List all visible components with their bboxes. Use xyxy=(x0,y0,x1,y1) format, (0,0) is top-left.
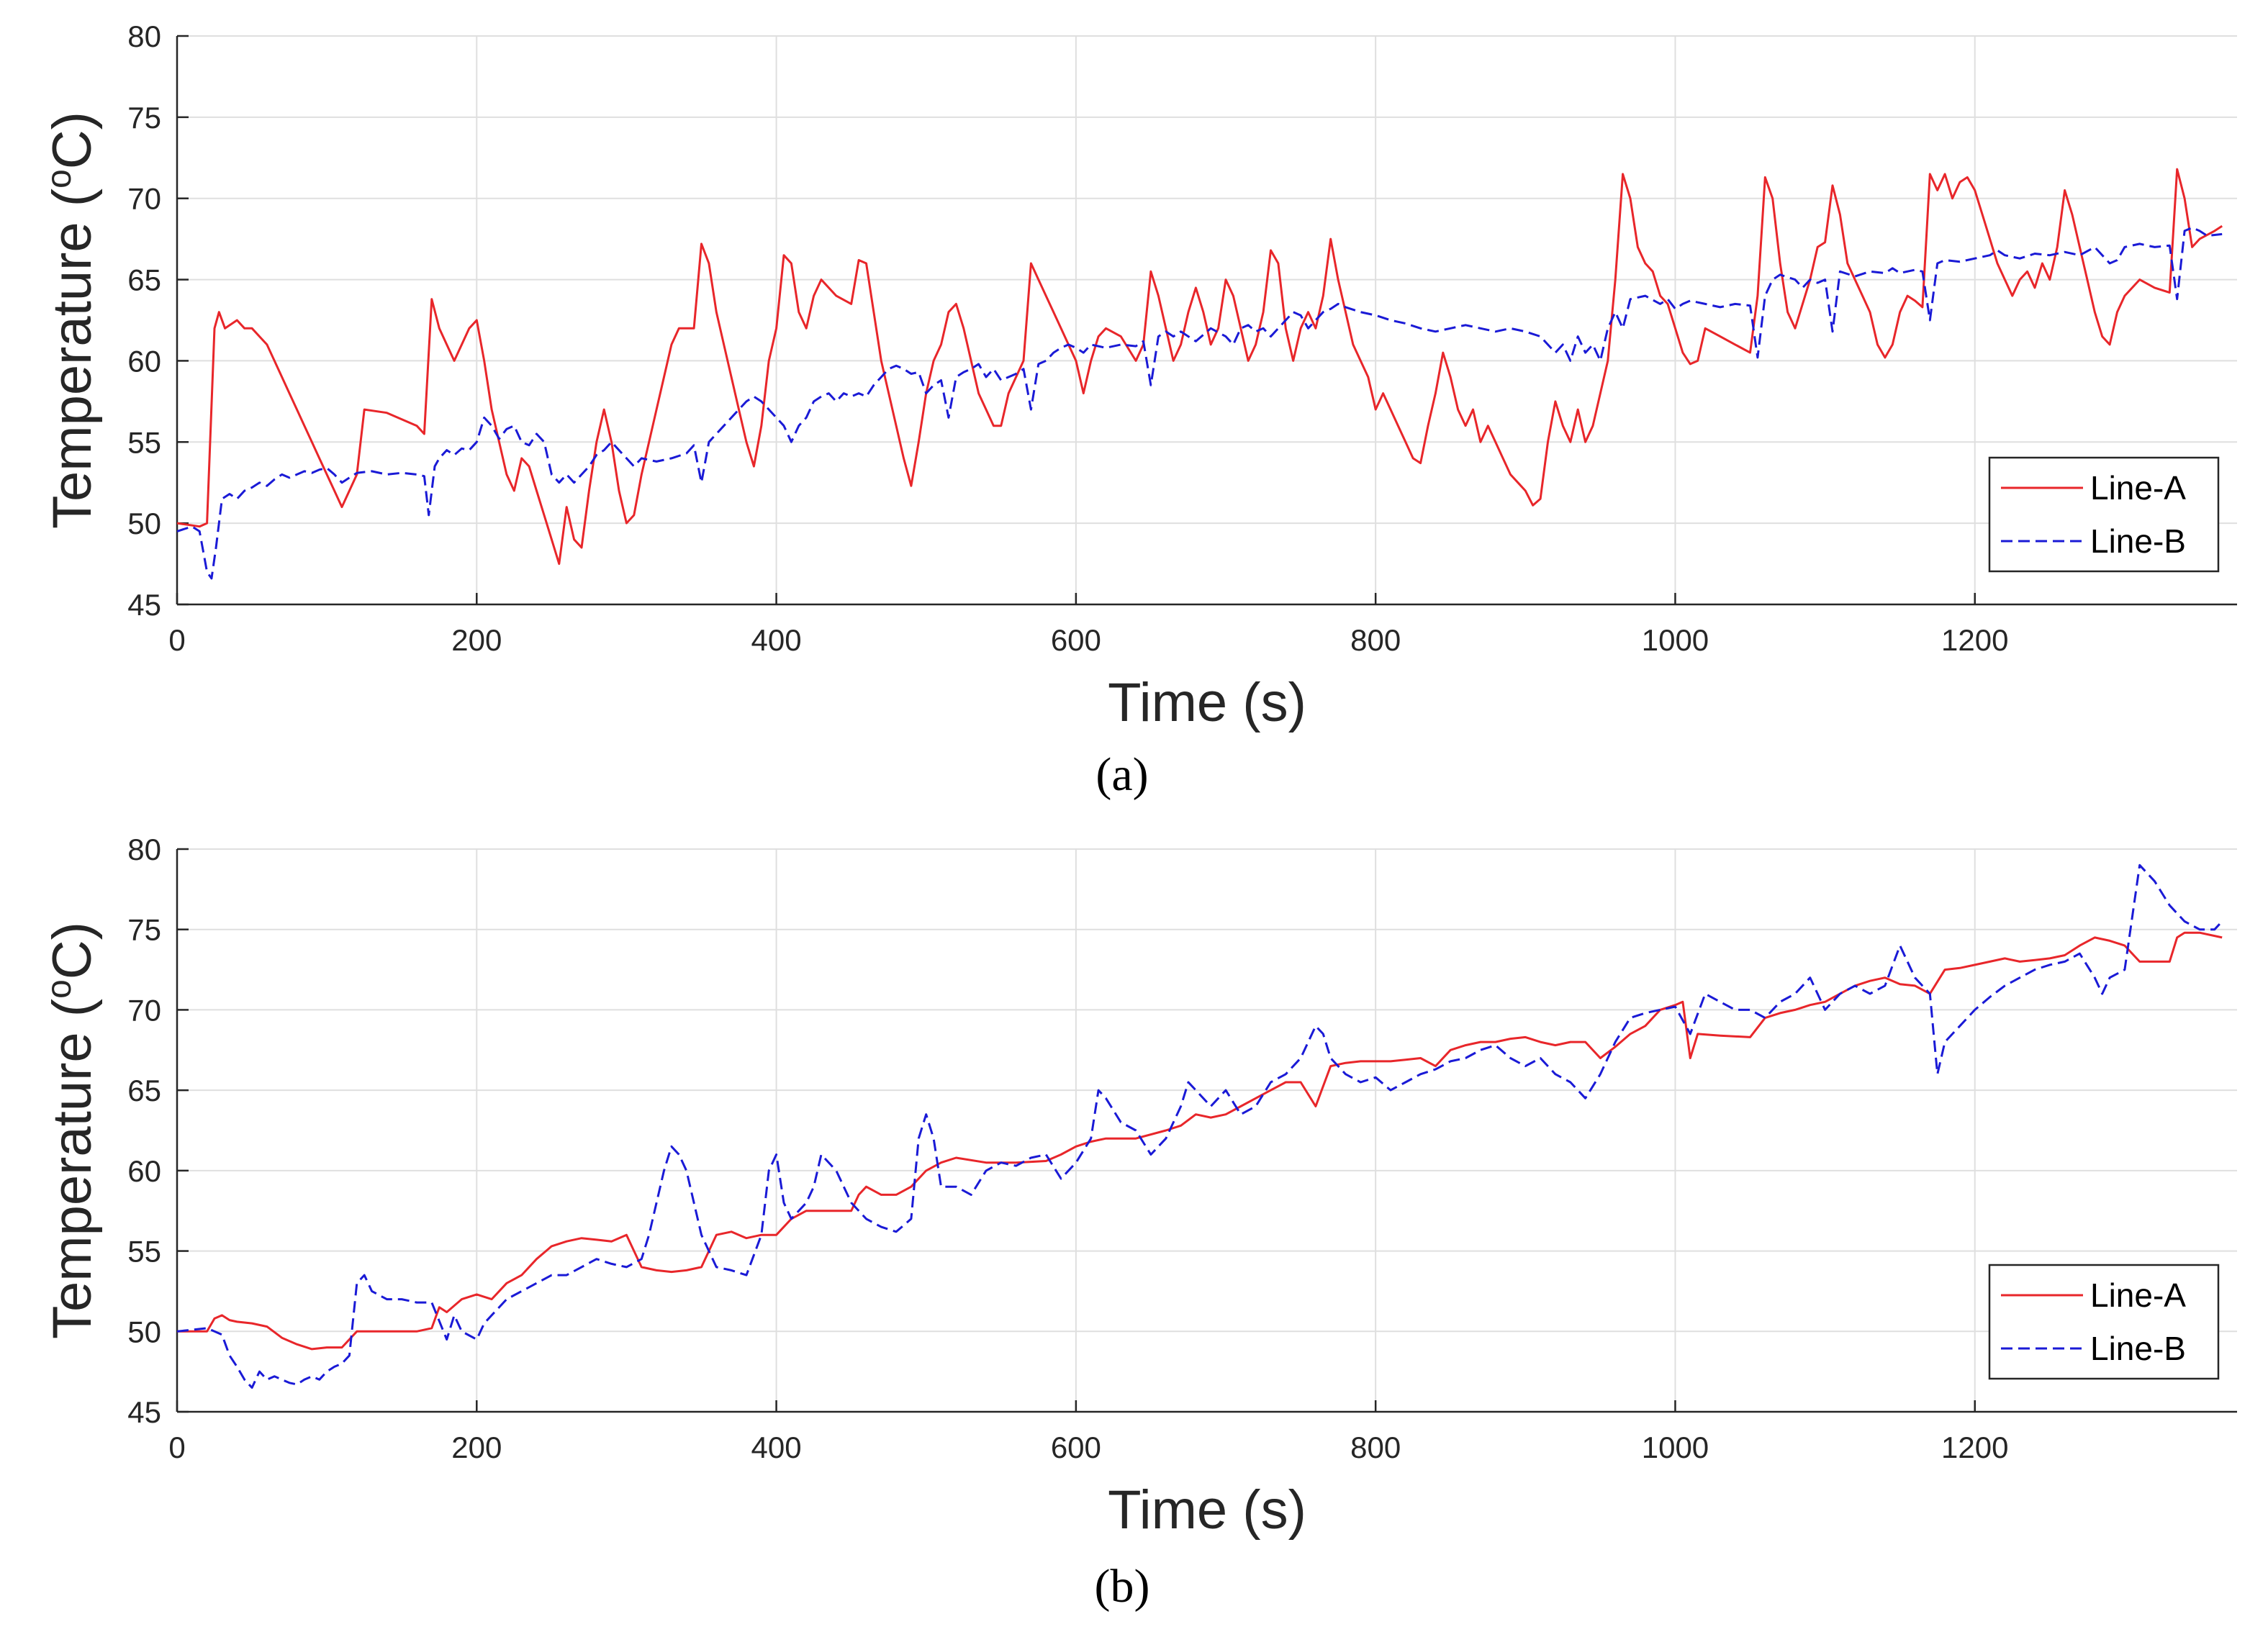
series-line-line-b xyxy=(177,863,2223,1389)
y-axis-title-text: Temperature ( xyxy=(42,999,103,1339)
legend-label-line-a: Line-A xyxy=(2090,469,2186,507)
x-tick-label: 1200 xyxy=(1941,623,2008,657)
legend-label-line-b: Line-B xyxy=(2090,1330,2186,1367)
legend-label-line-a: Line-A xyxy=(2090,1277,2186,1314)
x-tick-label: 1000 xyxy=(1642,623,1709,657)
legend-label-line-b: Line-B xyxy=(2090,522,2186,560)
panel-caption: (a) xyxy=(1095,748,1148,801)
x-axis-title: Time (s) xyxy=(1108,672,1306,733)
legend-box xyxy=(1988,456,2220,573)
series-line-line-a xyxy=(177,931,2223,1351)
x-tick-label: 200 xyxy=(451,1430,502,1464)
series-line-line-a xyxy=(177,168,2223,566)
y-tick-label: 80 xyxy=(127,19,161,53)
x-tick-label: 400 xyxy=(751,1430,802,1464)
y-axis-title-unit: C) xyxy=(42,112,103,169)
y-tick-label: 65 xyxy=(127,263,161,297)
y-tick-label: 70 xyxy=(127,993,161,1027)
legend-box xyxy=(1988,1264,2220,1380)
y-tick-label: 80 xyxy=(127,833,161,866)
y-tick-label: 60 xyxy=(127,344,161,378)
x-tick-label: 600 xyxy=(1051,1430,1101,1464)
y-axis-title-text: Temperature ( xyxy=(42,189,103,529)
x-tick-label: 400 xyxy=(751,623,802,657)
y-tick-label: 50 xyxy=(127,507,161,540)
x-tick-label: 800 xyxy=(1350,1430,1401,1464)
y-axis-title-superscript: o xyxy=(40,169,78,189)
y-tick-label: 65 xyxy=(127,1074,161,1107)
y-tick-label: 75 xyxy=(127,913,161,947)
chart-panel-a: 0 200 400 600 800 1000 1200 45 50 55 60 65 70 75 80 Tim… xyxy=(40,19,2237,801)
panel-caption: (b) xyxy=(1095,1560,1150,1613)
y-tick-label: 55 xyxy=(127,425,161,459)
y-tick-label: 45 xyxy=(127,1395,161,1429)
y-tick-label: 75 xyxy=(127,101,161,135)
x-tick-label: 200 xyxy=(451,623,502,657)
y-tick-label: 55 xyxy=(127,1235,161,1269)
plot-area xyxy=(177,863,2223,1389)
legend: Line-A Line-B xyxy=(1988,456,2220,573)
x-tick-label: 1200 xyxy=(1941,1430,2008,1464)
chart-panel-b: 0 200 400 600 800 1000 1200 45 50 55 60 65 70 75 80 Tim… xyxy=(40,833,2237,1613)
x-tick-label: 800 xyxy=(1350,623,1401,657)
y-tick-label: 70 xyxy=(127,182,161,216)
y-axis-title: Temperature (oC) xyxy=(40,922,103,1339)
series-line-line-b xyxy=(177,226,2223,580)
y-axis-title: Temperature (oC) xyxy=(40,112,103,529)
x-tick-label: 600 xyxy=(1051,623,1101,657)
y-axis-title-unit: C) xyxy=(42,922,103,979)
y-tick-label: 60 xyxy=(127,1154,161,1188)
x-tick-label: 0 xyxy=(168,1430,185,1464)
y-tick-label: 50 xyxy=(127,1315,161,1348)
legend: Line-A Line-B xyxy=(1988,1264,2220,1380)
x-tick-label: 1000 xyxy=(1642,1430,1709,1464)
plot-area xyxy=(177,168,2223,580)
x-tick-label: 0 xyxy=(168,623,185,657)
x-axis-title: Time (s) xyxy=(1108,1479,1306,1541)
y-axis-title-superscript: o xyxy=(40,979,78,999)
y-tick-label: 45 xyxy=(127,588,161,622)
